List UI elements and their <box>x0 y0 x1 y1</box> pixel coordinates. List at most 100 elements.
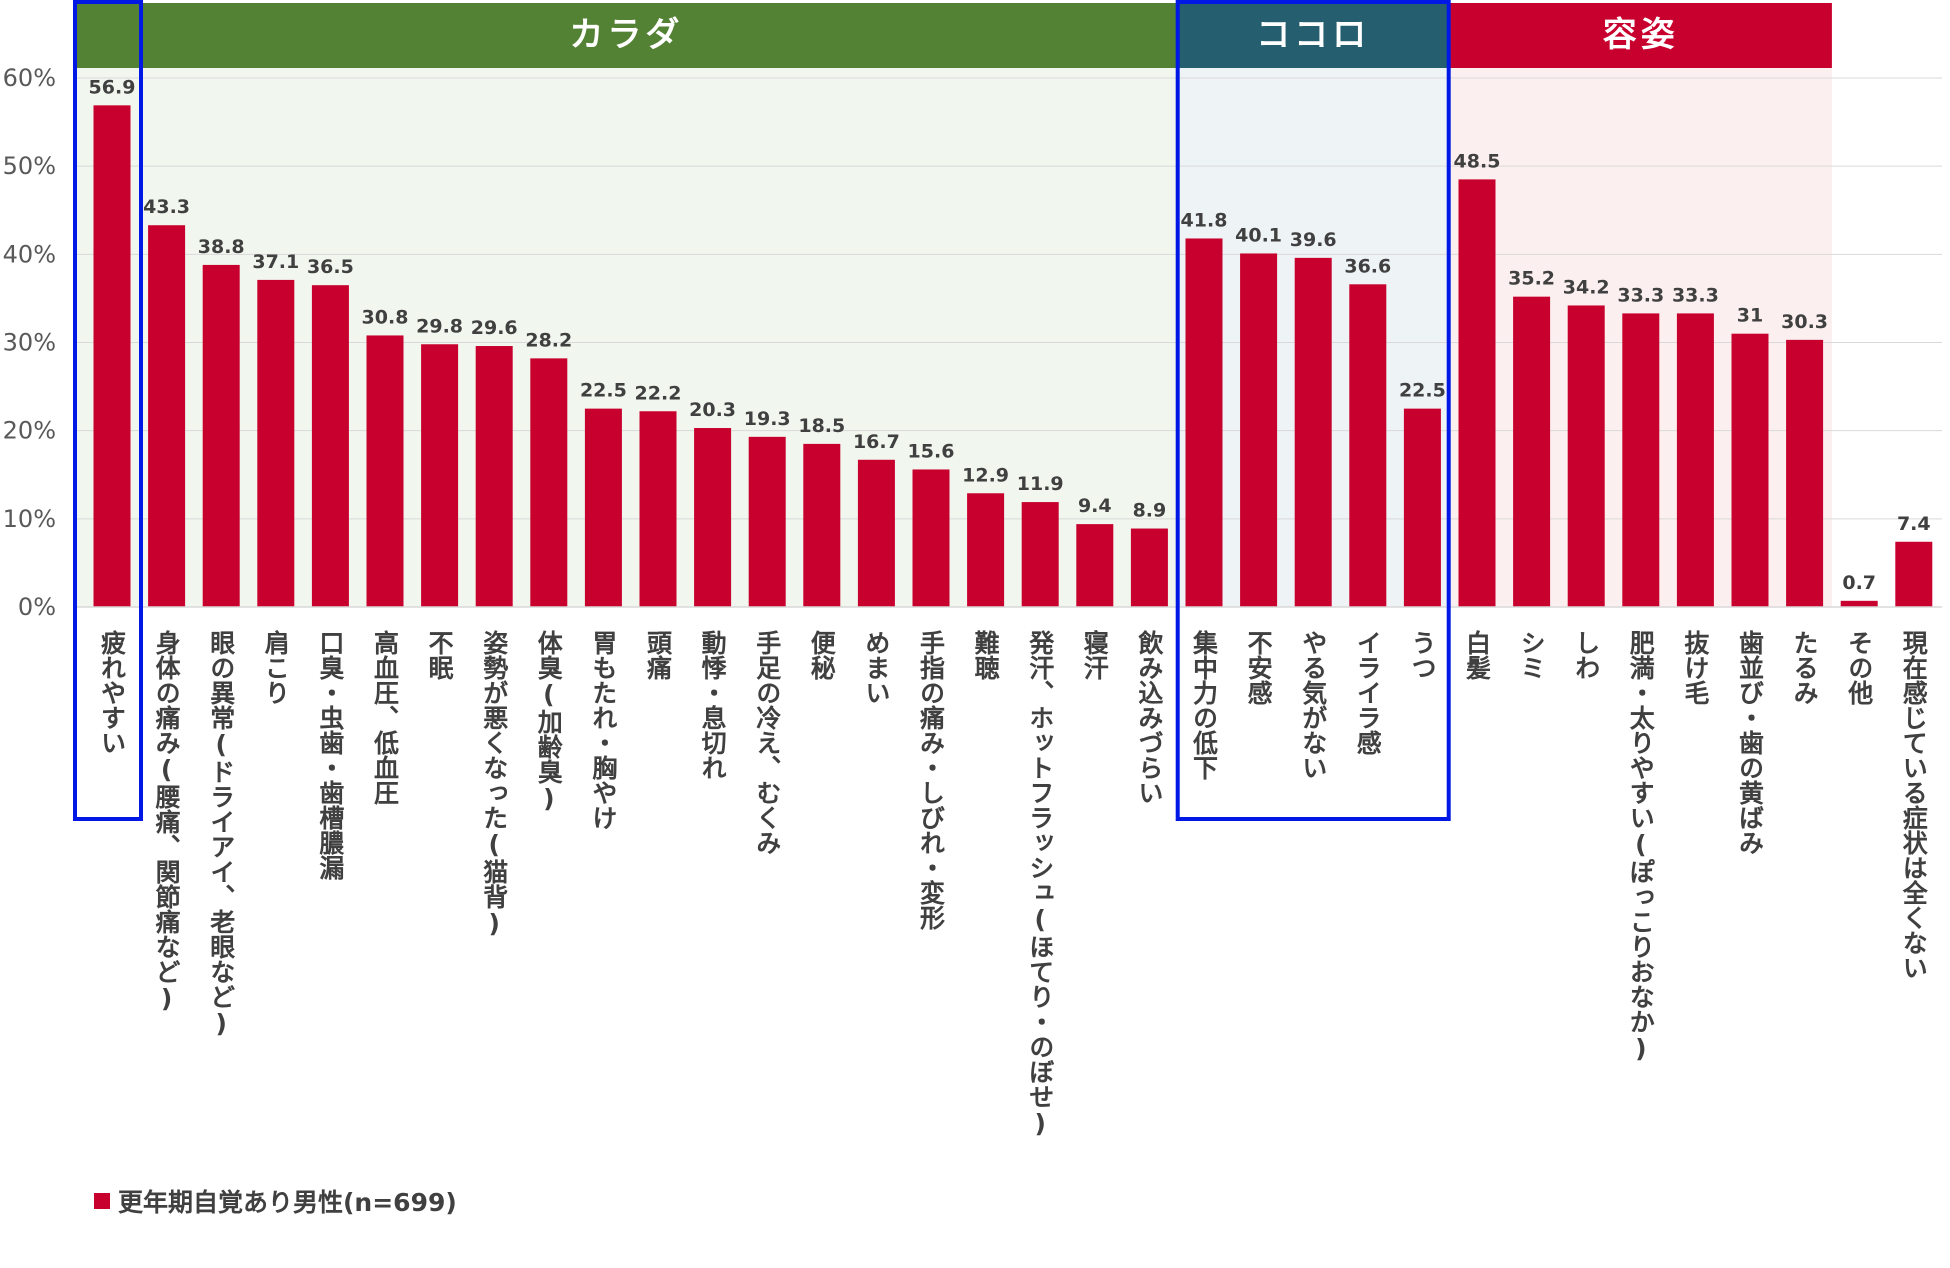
group-header-2 <box>1449 3 1832 68</box>
category-label: 肩こり <box>261 629 290 705</box>
bar <box>1676 313 1714 607</box>
category-label: やる気がない <box>1299 630 1328 780</box>
category-label: 歯並び・歯の黄ばみ <box>1736 630 1765 855</box>
bar <box>1622 313 1660 607</box>
data-label: 38.8 <box>198 236 245 258</box>
legend-swatch <box>94 1193 110 1209</box>
bar <box>257 279 295 607</box>
data-label: 19.3 <box>744 408 791 430</box>
bar <box>1021 502 1059 607</box>
y-tick-label: 60% <box>3 64 56 92</box>
data-label: 41.8 <box>1181 209 1228 231</box>
category-label: 集中力の低下 <box>1190 629 1220 780</box>
data-label: 20.3 <box>689 399 736 421</box>
group-header-label: ココロ <box>1256 15 1370 55</box>
data-label: 33.3 <box>1617 284 1664 306</box>
bar <box>584 408 622 607</box>
group-header-0 <box>76 3 1177 68</box>
bar <box>967 493 1005 607</box>
bar <box>1349 284 1387 607</box>
highlight-box <box>73 0 143 821</box>
bar <box>803 443 841 607</box>
data-label: 37.1 <box>252 251 299 273</box>
group-header-1 <box>1176 3 1450 68</box>
group-header-label: カラダ <box>569 15 683 55</box>
legend: 更年期自覚あり男性(n=699) <box>94 1183 457 1219</box>
bar <box>148 225 186 607</box>
data-label: 18.5 <box>798 415 845 437</box>
bar <box>1786 339 1824 607</box>
category-label: その他 <box>1845 630 1875 705</box>
data-label: 48.5 <box>1454 150 1501 172</box>
data-label: 35.2 <box>1508 268 1555 290</box>
category-label: 便秘 <box>807 630 836 680</box>
bar <box>366 335 404 607</box>
category-label: 白髪 <box>1463 629 1493 681</box>
bar <box>912 469 950 607</box>
category-label: 現在感じている症状は全くない <box>1899 630 1929 980</box>
bar <box>311 285 349 607</box>
data-label: 29.6 <box>471 317 518 339</box>
highlight-box <box>1175 0 1451 821</box>
bar <box>202 264 240 607</box>
data-label: 30.3 <box>1781 311 1828 333</box>
y-tick-label: 0% <box>18 593 56 621</box>
data-label: 11.9 <box>1017 473 1064 495</box>
category-label: 頭痛 <box>644 630 673 681</box>
bar <box>1458 179 1496 607</box>
category-label: シミ <box>1517 630 1546 680</box>
data-label: 29.8 <box>416 315 463 337</box>
category-label: 動悸・息切れ <box>698 630 727 780</box>
bar <box>748 436 786 607</box>
data-label: 7.4 <box>1897 513 1931 535</box>
category-label: 寝汗 <box>1080 629 1109 680</box>
bar <box>1076 524 1114 607</box>
data-label: 15.6 <box>908 440 955 462</box>
category-label: 手指の痛み・しびれ・変形 <box>917 630 946 931</box>
data-label: 8.9 <box>1133 500 1167 522</box>
category-label: 肥満・太りやすい(ぽっこりおなか) <box>1626 630 1655 1063</box>
bar <box>1403 408 1441 607</box>
y-tick-label: 10% <box>3 505 56 533</box>
bar <box>93 105 131 607</box>
bar <box>857 459 895 607</box>
bar <box>1731 333 1769 607</box>
bar <box>1130 528 1168 607</box>
category-label: 疲れやすい <box>98 629 127 755</box>
category-label: 難聴 <box>971 629 1000 680</box>
y-tick-label: 30% <box>3 329 56 357</box>
data-label: 56.9 <box>89 76 136 98</box>
bar <box>1895 541 1933 607</box>
data-label: 12.9 <box>962 464 1009 486</box>
data-label: 16.7 <box>853 431 900 453</box>
category-label: しわ <box>1572 630 1601 680</box>
data-label: 30.8 <box>362 306 409 328</box>
legend-label: 更年期自覚あり男性(n=699) <box>118 1188 457 1217</box>
data-label: 33.3 <box>1672 284 1719 306</box>
bar <box>1567 305 1605 607</box>
data-label: 39.6 <box>1290 229 1337 251</box>
category-label: 高血圧、低血圧 <box>371 629 401 806</box>
bar <box>1294 257 1332 607</box>
category-label: 姿勢が悪くなった(猫背) <box>480 629 509 938</box>
bar <box>421 344 459 607</box>
data-label: 43.3 <box>143 196 190 218</box>
data-label: 22.5 <box>1399 380 1446 402</box>
data-label: 22.2 <box>635 382 682 404</box>
bar <box>475 346 513 607</box>
data-label: 31 <box>1737 305 1763 327</box>
data-label: 40.1 <box>1235 224 1282 246</box>
bar <box>639 411 677 607</box>
data-label: 0.7 <box>1842 572 1876 594</box>
data-label: 28.2 <box>525 329 572 351</box>
data-label: 36.5 <box>307 256 354 278</box>
bar <box>1185 238 1223 608</box>
category-label: 手足の冷え、むくみ <box>753 630 782 855</box>
category-label: 口臭・虫歯・歯槽膿漏 <box>316 630 345 881</box>
y-tick-label: 40% <box>3 240 56 268</box>
y-tick-label: 20% <box>3 417 56 445</box>
category-label: めまい <box>862 630 891 705</box>
bar <box>1840 600 1878 607</box>
category-label: 抜け毛 <box>1681 630 1710 705</box>
